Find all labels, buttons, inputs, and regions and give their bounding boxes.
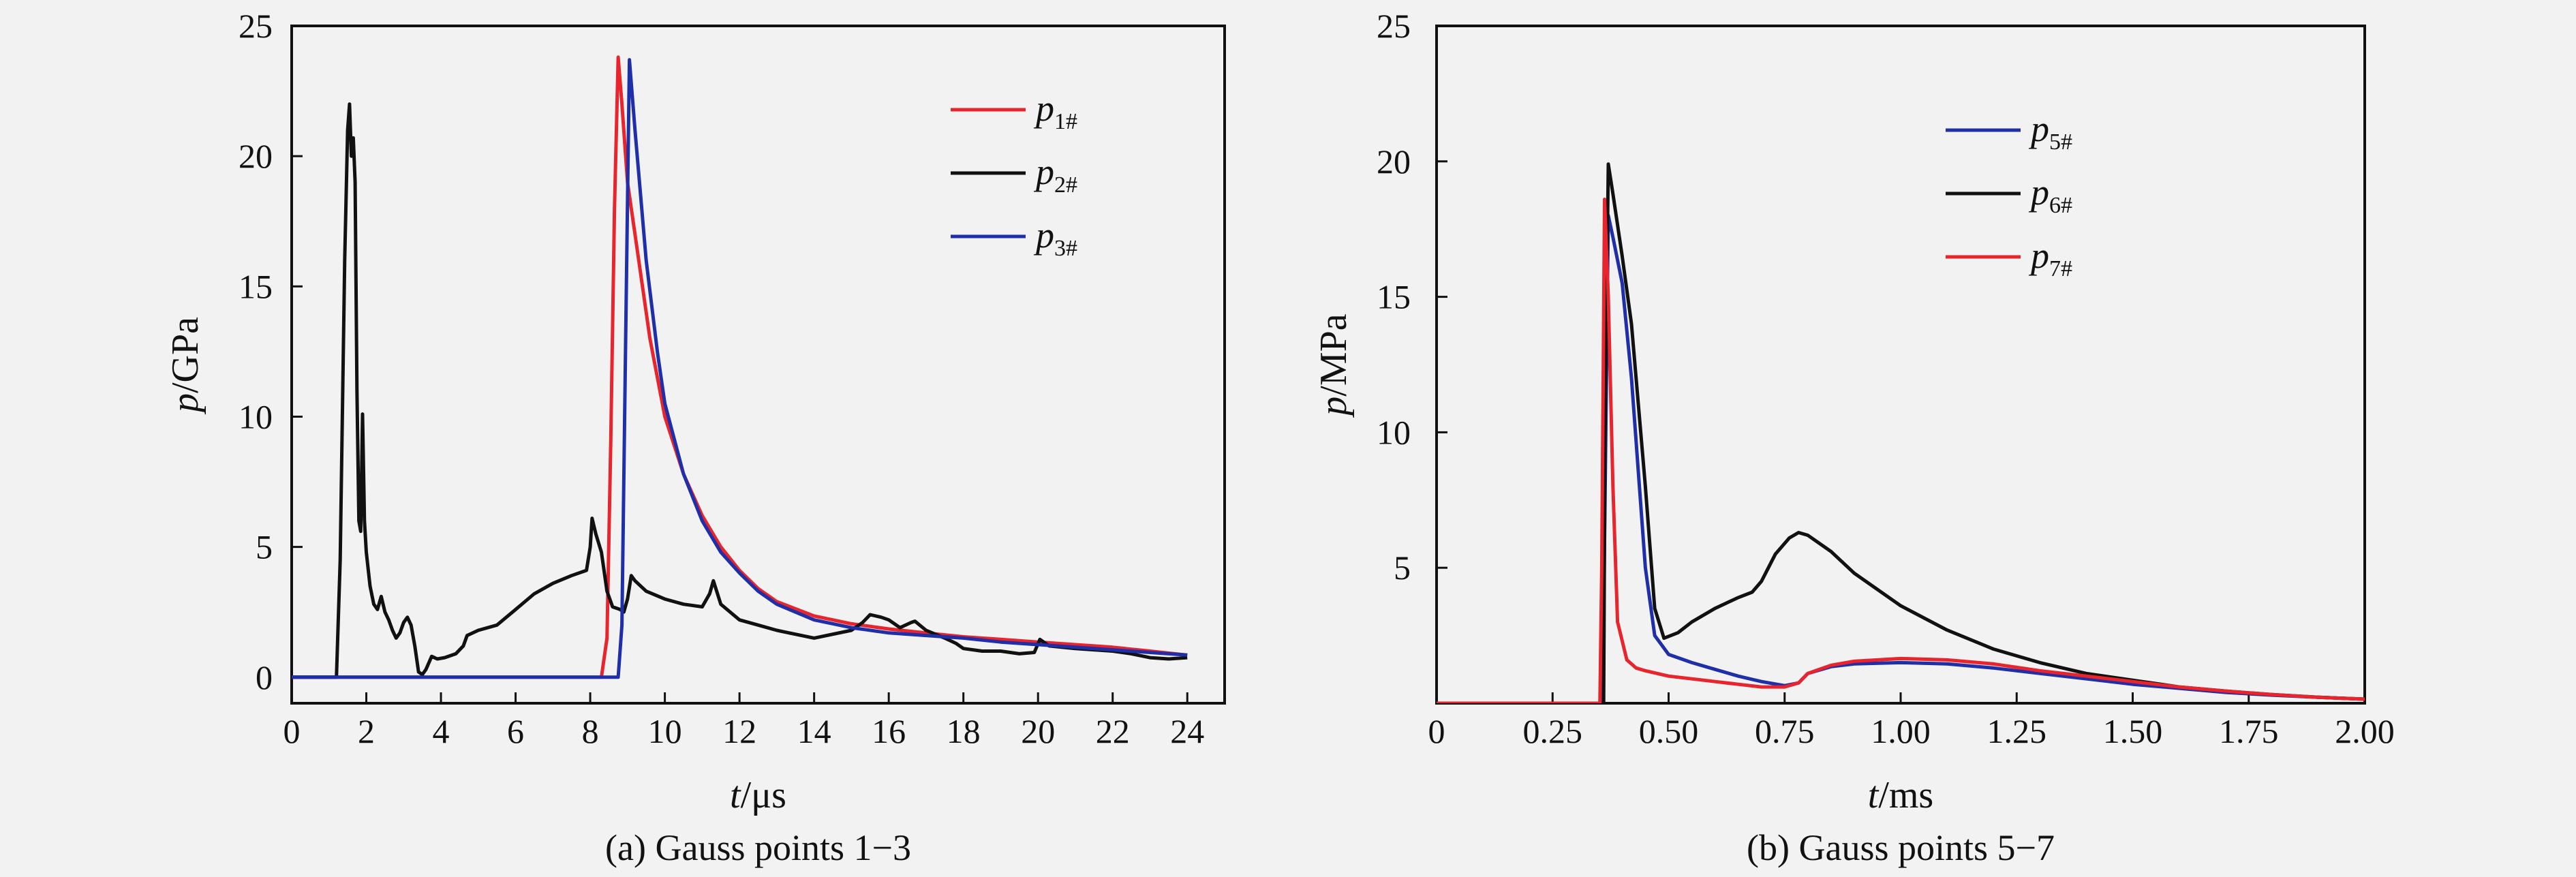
chart-caption: (b) Gauss points 5−7 [1747, 827, 2055, 868]
x-tick-label: 18 [947, 712, 981, 750]
x-tick-label: 0 [283, 712, 301, 750]
x-tick-label: 1.50 [2103, 712, 2163, 750]
x-tick-label: 1.25 [1987, 712, 2047, 750]
y-tick-label: 5 [1394, 549, 1411, 587]
x-tick-label: 0.75 [1755, 712, 1815, 750]
y-tick-label: 15 [239, 267, 273, 305]
x-tick-label: 12 [722, 712, 756, 750]
legend-label: p6# [2028, 172, 2072, 218]
x-tick-label: 0.25 [1523, 712, 1583, 750]
y-tick-label: 10 [239, 397, 273, 435]
y-tick-label: 0 [256, 658, 273, 696]
y-tick-label: 10 [1377, 413, 1411, 451]
y-axis-title: p/GPa [164, 317, 206, 415]
x-tick-label: 2.00 [2335, 712, 2395, 750]
x-tick-label: 20 [1021, 712, 1055, 750]
y-tick-label: 20 [1377, 142, 1411, 181]
x-tick-label: 1.75 [2219, 712, 2279, 750]
legend-label: p2# [1033, 151, 1077, 198]
x-tick-label: 0.50 [1639, 712, 1699, 750]
series-line-5 [1437, 213, 2365, 703]
chart-b: 0 0.25 0.50 0.75 1.00 1.25 1.50 1.75 2.00 5 10 15 20… [1313, 7, 2395, 868]
plot-frame [290, 25, 1226, 705]
series-line-1 [292, 55, 1188, 679]
legend: p1# p2# p3# [951, 88, 1077, 261]
y-tick-label: 20 [239, 137, 273, 175]
y-tick-label: 25 [1377, 7, 1411, 45]
x-tick-label: 8 [582, 712, 599, 750]
legend: p5# p6# p7# [1946, 108, 2072, 281]
y-axis-title: p/MPa [1313, 313, 1355, 418]
x-tick-label: 4 [433, 712, 450, 750]
x-axis-title: t/μs [730, 774, 786, 816]
x-tick-label: 6 [507, 712, 524, 750]
x-tick-label: 24 [1170, 712, 1204, 750]
x-tick-label: 16 [872, 712, 906, 750]
x-tick-label: 2 [358, 712, 375, 750]
y-tick-label: 5 [256, 528, 273, 566]
legend-label: p3# [1033, 215, 1077, 261]
x-tick-label: 1.00 [1871, 712, 1931, 750]
legend-label: p5# [2028, 108, 2072, 155]
y-tick-label: 25 [239, 7, 273, 45]
x-tick-label: 10 [648, 712, 682, 750]
chart-caption: (a) Gauss points 1−3 [605, 827, 911, 868]
series-line-7 [1437, 198, 2365, 703]
series-line-2 [292, 102, 1188, 679]
legend-label: p1# [1033, 88, 1077, 134]
series-line-6 [1437, 162, 2365, 703]
y-tick-label: 15 [1377, 278, 1411, 316]
x-tick-label: 14 [797, 712, 831, 750]
legend-label: p7# [2028, 235, 2072, 281]
plot-frame [1435, 25, 2366, 705]
x-tick-label: 22 [1096, 712, 1130, 750]
series-line-3 [292, 58, 1188, 679]
x-axis-title: t/ms [1868, 774, 1933, 816]
x-tick-label: 0 [1428, 712, 1445, 750]
chart-a: 0 2 4 6 8 10 12 14 16 18 20 22 240510152025t/μsp/GPa… [164, 7, 1226, 868]
